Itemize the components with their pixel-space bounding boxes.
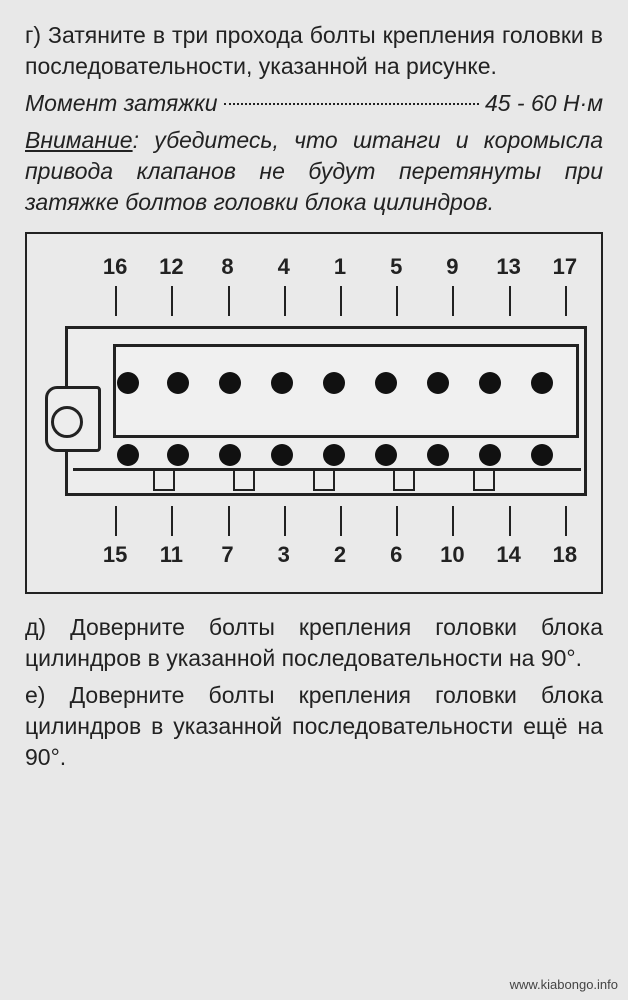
bolt-sequence-diagram: 1612841591317 15117326101418 — [25, 232, 603, 593]
step-d-text: д) Доверните болты крепления го­ловки бл… — [25, 612, 603, 674]
detail-tooth — [233, 471, 255, 491]
bolt-number: 17 — [549, 252, 581, 282]
bolt-dot — [117, 372, 139, 394]
bolt-number: 5 — [380, 252, 412, 282]
bottom-leader-row — [87, 506, 593, 536]
bolt-dot — [427, 444, 449, 466]
bolt-dot — [375, 444, 397, 466]
bolt-number: 1 — [324, 252, 356, 282]
leader-line — [324, 506, 356, 536]
bolt-dot — [427, 372, 449, 394]
leader-line — [549, 506, 581, 536]
bolt-dot — [323, 444, 345, 466]
leader-line — [155, 506, 187, 536]
leader-line — [212, 286, 244, 316]
bolt-dot — [271, 372, 293, 394]
leader-line — [436, 506, 468, 536]
bolt-dot — [531, 444, 553, 466]
bolt-number: 11 — [155, 540, 187, 570]
bottom-number-row: 15 11 7326 10 14 18 — [87, 540, 593, 570]
bolt-number: 4 — [268, 252, 300, 282]
bolt-dot — [117, 444, 139, 466]
head-left-port — [51, 406, 83, 438]
torque-row: Момент затяжки 45 - 60 Н·м — [25, 88, 603, 119]
bolt-dot — [271, 444, 293, 466]
leader-line — [99, 286, 131, 316]
bolt-number: 3 — [268, 540, 300, 570]
leader-line — [268, 286, 300, 316]
bolt-number: 8 — [212, 252, 244, 282]
leader-line — [493, 286, 525, 316]
torque-label: Момент затяжки — [25, 88, 218, 119]
leader-line — [380, 506, 412, 536]
top-number-row: 16 12 84159 13 17 — [87, 252, 593, 282]
detail-tooth — [153, 471, 175, 491]
bolt-dot — [479, 444, 501, 466]
bolt-number: 9 — [436, 252, 468, 282]
leader-line — [268, 506, 300, 536]
attention-paragraph: Внимание: убедитесь, что штанги и коромы… — [25, 125, 603, 218]
step-e-text: е) Доверните болты крепления го­ловки бл… — [25, 680, 603, 773]
leader-line — [380, 286, 412, 316]
leader-line — [493, 506, 525, 536]
bolt-dot — [375, 372, 397, 394]
head-bottom-detail — [73, 468, 581, 493]
watermark: www.kiabongo.info — [510, 976, 618, 994]
leader-line — [212, 506, 244, 536]
bolt-dot — [167, 372, 189, 394]
bolt-number: 7 — [212, 540, 244, 570]
bolt-dot — [323, 372, 345, 394]
detail-tooth — [393, 471, 415, 491]
bolt-number: 13 — [493, 252, 525, 282]
bolt-number: 12 — [155, 252, 187, 282]
cylinder-head-drawing — [35, 316, 593, 506]
step-g-text: г) Затяните в три прохода болты креплени… — [25, 20, 603, 82]
leader-line — [99, 506, 131, 536]
leader-line — [436, 286, 468, 316]
leader-line — [324, 286, 356, 316]
bolt-number: 10 — [436, 540, 468, 570]
bolt-dot — [167, 444, 189, 466]
leader-line — [155, 286, 187, 316]
bolt-number: 14 — [493, 540, 525, 570]
bolt-number: 18 — [549, 540, 581, 570]
bolt-number: 16 — [99, 252, 131, 282]
torque-dots — [224, 103, 479, 105]
torque-value: 45 - 60 Н·м — [485, 88, 603, 119]
bolt-dot — [219, 444, 241, 466]
bolt-dot — [531, 372, 553, 394]
top-leader-row — [87, 286, 593, 316]
bolt-number: 15 — [99, 540, 131, 570]
detail-tooth — [313, 471, 335, 491]
detail-tooth — [473, 471, 495, 491]
bolt-dot — [479, 372, 501, 394]
leader-line — [549, 286, 581, 316]
attention-label: Внимание — [25, 127, 133, 153]
bolt-dot — [219, 372, 241, 394]
bolt-number: 6 — [380, 540, 412, 570]
bolt-number: 2 — [324, 540, 356, 570]
